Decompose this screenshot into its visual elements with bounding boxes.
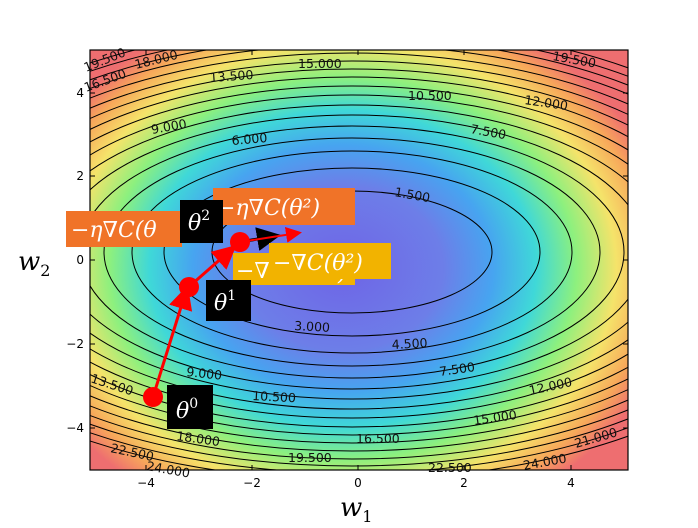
y-tick-label: −4 [66,421,84,435]
contour-lines [90,50,628,470]
y-tick-labels: 4 2 0 −2 −4 [66,86,84,435]
x-tick-label: 0 [354,476,362,490]
label-theta-0: θ0 [167,385,213,429]
contour-label: 13.500 [209,67,254,85]
contour-label: 24.000 [145,458,191,480]
contour-label: 12.000 [524,92,569,113]
contour-label: 10.500 [408,88,452,103]
y-tick-label: 4 [76,86,84,100]
contour-label: 4.500 [391,335,428,352]
contour-label: 3.000 [294,318,331,335]
contour-label: 24.000 [522,451,568,473]
contour-label: 18.000 [176,428,221,449]
contour-label: 7.500 [469,121,507,142]
theta-2-point [230,232,250,252]
label-theta-2: θ2 [180,200,223,243]
svg-text:θ0: θ0 [176,396,198,424]
annotation-neg-eta-grad-left: −η∇C(θ [66,211,182,247]
annotation-neg-grad: −∇C(θ²) [269,243,391,279]
x-tick-label: 2 [460,476,468,490]
svg-text:θ2: θ2 [188,208,210,236]
contour-label: 7.500 [438,359,476,379]
contour-label: 19.500 [288,450,332,465]
x-tick-label: −4 [137,476,155,490]
contour-label: 9.000 [186,364,223,383]
y-axis-label: w2 [18,247,50,280]
step-arrow-2 [190,245,237,287]
theta-0-point [143,387,163,407]
x-axis-label: w1 [340,493,372,526]
svg-text:θ1: θ1 [214,288,236,316]
descent-path [143,226,302,407]
x-tick-label: −2 [243,476,261,490]
tick-marks [90,50,628,470]
svg-text:−∇: −∇ [236,259,270,284]
x-tick-label: 4 [567,476,575,490]
contour-label: 22.500 [428,460,472,475]
svg-text:−η∇C(θ²): −η∇C(θ²) [217,196,320,221]
annotation-neg-eta-grad-right: −η∇C(θ²) [213,188,355,225]
x-tick-labels: −4 −2 0 2 4 [137,476,575,490]
contour-label: 16.500 [356,431,400,446]
y-tick-label: 2 [76,169,84,183]
y-tick-label: 0 [76,253,84,267]
contour-label: 1.500 [393,184,431,205]
contour-label: 9.000 [150,116,188,137]
contour-label: 10.500 [252,388,297,405]
contour-label: 6.000 [231,130,268,148]
y-tick-label: −2 [66,337,84,351]
step-arrow-1 [151,285,193,398]
contour-label: 15.000 [472,407,517,428]
contour-label: 19.500 [551,48,597,70]
svg-text:−∇C(θ²): −∇C(θ²) [273,251,363,276]
label-theta-1: θ1 [206,280,251,321]
theta-1-point [179,277,199,297]
contour-label: 15.000 [298,56,342,71]
svg-text:−η∇C(θ: −η∇C(θ [71,218,157,243]
